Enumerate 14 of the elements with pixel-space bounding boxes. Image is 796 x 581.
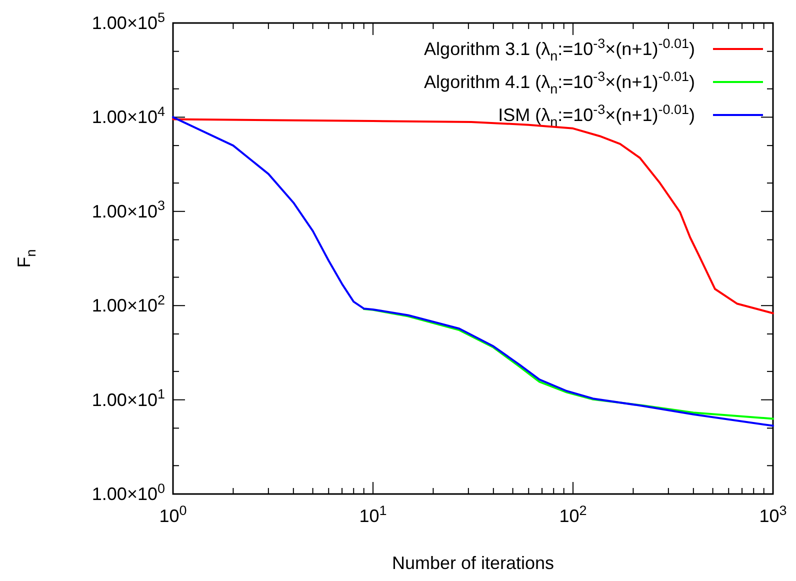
x-axis-title: Number of iterations <box>392 553 554 573</box>
legend-label: Algorithm 4.1 (λ$_{n}$:=10$^{-3}$×(n+1)$^{-0.01}$) <box>424 68 695 96</box>
x-tick-label: 10$^{0}$ <box>159 502 187 526</box>
y-tick-label: 1.00×10$^{3}$ <box>92 198 165 222</box>
y-tick-label: 1.00×10$^{1}$ <box>92 386 165 410</box>
y-tick-label: 1.00×10$^{0}$ <box>92 480 165 504</box>
legend-label: Algorithm 3.1 (λ$_{n}$:=10$^{-3}$×(n+1)$^{-0.01}$) <box>424 36 695 64</box>
x-tick-label: 10$^{2}$ <box>559 502 587 526</box>
y-tick-label: 1.00×10$^{2}$ <box>92 292 165 316</box>
y-tick-label: 1.00×10$^{5}$ <box>92 10 165 33</box>
x-tick-label: 10$^{3}$ <box>759 502 787 526</box>
y-tick-label: 1.00×10$^{4}$ <box>92 104 166 128</box>
x-tick-label: 10$^{1}$ <box>359 502 387 526</box>
legend-label: ISM (λ$_{n}$:=10$^{-3}$×(n+1)$^{-0.01}$) <box>498 102 695 130</box>
